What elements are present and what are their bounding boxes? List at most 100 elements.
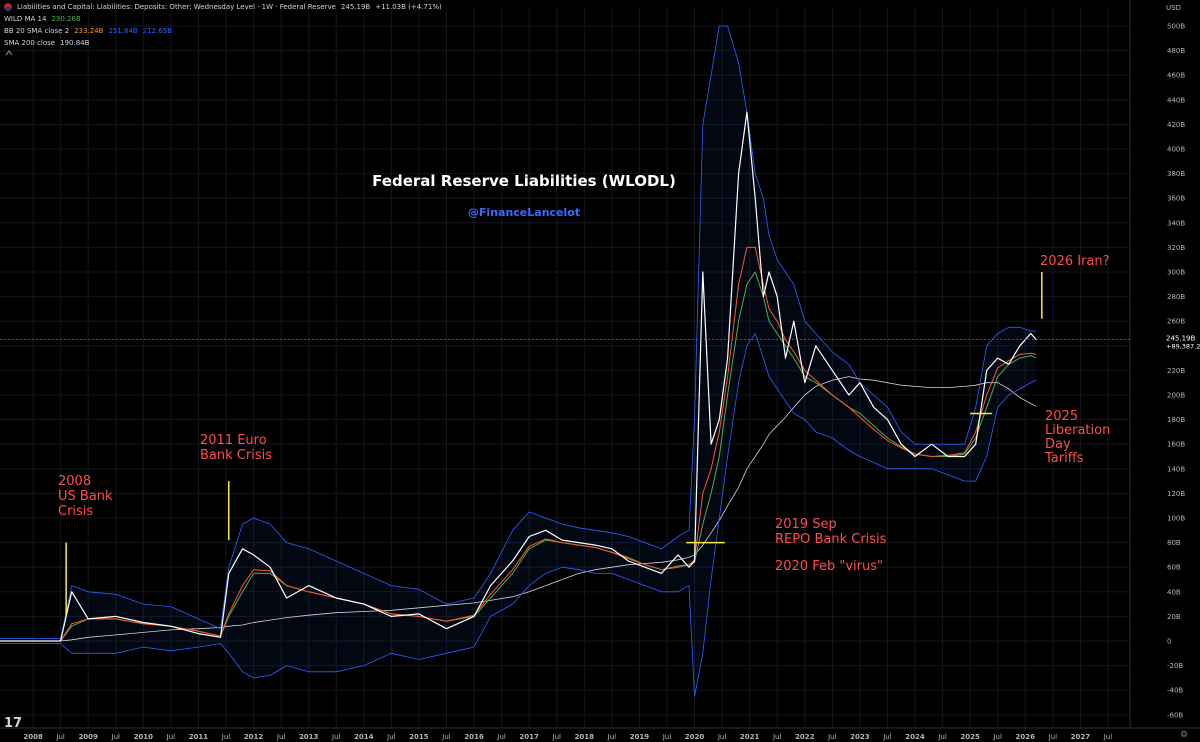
annotation-label: 2026 Iran? — [1040, 254, 1110, 269]
indicator-row[interactable]: WILD MA 14 230.26B — [4, 15, 86, 23]
time-tick-label: Jul — [55, 733, 65, 741]
series-title: Liabilities and Capital: Liabilities: De… — [17, 3, 336, 11]
indicator-value: 212.65B — [142, 27, 173, 35]
last-change-text: +89,387.23% — [1166, 343, 1200, 351]
time-tick-label: Jul — [992, 733, 1002, 741]
time-tick-label: 2025 — [960, 733, 980, 741]
time-tick-label: 2010 — [134, 733, 154, 741]
annotation-label: 2011 Euro Bank Crisis — [200, 433, 272, 463]
series-legend-row[interactable]: Liabilities and Capital: Liabilities: De… — [4, 3, 447, 11]
time-tick-label: 2015 — [409, 733, 429, 741]
price-tick-label: 200B — [1167, 392, 1185, 400]
time-tick-label: 2008 — [23, 733, 43, 741]
indicator-row[interactable]: SMA 200 close 190.84B — [4, 39, 94, 47]
annotation-line: 2025 — [1045, 409, 1078, 424]
time-tick-label: Jul — [662, 733, 672, 741]
time-tick-label: 2011 — [189, 733, 209, 741]
time-tick-label: Jul — [772, 733, 782, 741]
annotation-line: 2019 Sep — [775, 517, 837, 532]
price-tick-label: 40B — [1167, 588, 1181, 596]
band-fill — [0, 26, 1037, 697]
time-tick-label: 2018 — [575, 733, 595, 741]
price-tick-label: 380B — [1167, 170, 1185, 178]
time-tick-label: 2027 — [1071, 733, 1091, 741]
indicator-row[interactable]: BB 20 SMA close 2 233.24B 251.84B 212.65B — [4, 27, 177, 35]
price-tick-label: 140B — [1167, 465, 1185, 473]
time-tick-label: Jul — [221, 733, 231, 741]
bollinger-band-fill — [0, 26, 1037, 697]
price-tick-label: 120B — [1167, 490, 1185, 498]
time-axis[interactable]: 2008 Jul 2009 Jul 2010 Jul 2011 Jul 2012 Jul 2013 J… — [0, 727, 1200, 741]
last-value-text: 245.19B — [1166, 335, 1195, 343]
time-tick-label: Jul — [496, 733, 506, 741]
settings-gear-icon[interactable]: ⚙ — [1180, 729, 1189, 739]
series-last-value: 245.19B — [340, 3, 371, 11]
price-tick-label: 460B — [1167, 72, 1185, 80]
annotation-label: 2020 Feb "virus" — [775, 559, 883, 574]
bb-basis-line — [0, 246, 1037, 642]
price-tick-label: 500B — [1167, 23, 1185, 31]
time-tick-label: 2021 — [740, 733, 760, 741]
sma200-line — [0, 376, 1037, 642]
price-tick-label: 0 — [1167, 638, 1171, 646]
indicator-value: 251.84B — [108, 27, 138, 35]
series-change: +11.03B (+4.71%) — [375, 3, 442, 11]
indicator-value: 190.84B — [60, 39, 90, 47]
indicator-label: SMA 200 close — [4, 39, 56, 47]
annotation-line: Tariffs — [1044, 451, 1084, 466]
time-tick-label: 2023 — [850, 733, 870, 741]
price-tick-label: 160B — [1167, 441, 1185, 449]
bb-upper-line — [0, 25, 1037, 639]
price-tick-label: 80B — [1167, 539, 1181, 547]
annotation-label: 2008 US Bank Crisis — [58, 474, 113, 519]
annotation-label: 2025 Liberation Day Tariffs — [1044, 409, 1110, 466]
time-tick-label: 2009 — [78, 733, 98, 741]
price-tick-label: 320B — [1167, 244, 1185, 252]
price-tick-label: 20B — [1167, 613, 1181, 621]
price-tick-label: 60B — [1167, 564, 1181, 572]
time-tick-label: 2017 — [519, 733, 539, 741]
price-tick-label: 280B — [1167, 293, 1185, 301]
legend-header: Liabilities and Capital: Liabilities: De… — [0, 0, 1130, 64]
indicator-label: BB 20 SMA close 2 — [4, 27, 70, 35]
annotation-line: 2020 Feb "virus" — [775, 559, 883, 574]
price-tick-label: 360B — [1167, 195, 1185, 203]
annotation-line: Crisis — [58, 504, 93, 519]
indicator-label: WILD MA 14 — [4, 15, 47, 23]
time-tick-label: 2026 — [1016, 733, 1036, 741]
time-tick-label: Jul — [386, 733, 396, 741]
time-tick-label: Jul — [552, 733, 562, 741]
time-tick-label: Jul — [827, 733, 837, 741]
time-tick-label: Jul — [717, 733, 727, 741]
annotation-line: Bank Crisis — [200, 448, 272, 463]
bb-lower-line — [0, 333, 1037, 697]
annotation-line: 2008 — [58, 474, 91, 489]
time-tick-label: 2022 — [795, 733, 815, 741]
tradingview-logo[interactable]: 17 — [4, 716, 23, 731]
price-tick-label: -20B — [1167, 662, 1183, 670]
time-tick-label: Jul — [607, 733, 617, 741]
titles: Federal Reserve Liabilities (WLODL) @Fin… — [372, 172, 676, 219]
price-tick-label: 260B — [1167, 318, 1185, 326]
time-tick-label: 2014 — [354, 733, 374, 741]
annotation-line: 2011 Euro — [200, 433, 267, 448]
annotation-line: REPO Bank Crisis — [775, 532, 887, 547]
us-flag-icon — [4, 3, 12, 11]
price-tick-label: 180B — [1167, 416, 1185, 424]
price-tick-label: 420B — [1167, 121, 1185, 129]
chart-title: Federal Reserve Liabilities (WLODL) — [372, 172, 676, 190]
price-tick-label: 340B — [1167, 219, 1185, 227]
indicator-value: 230.26B — [51, 15, 81, 23]
price-tick-label: -60B — [1167, 711, 1183, 719]
annotation-line: US Bank — [58, 489, 113, 504]
collapse-legend-icon[interactable] — [5, 50, 13, 56]
indicator-value: 233.24B — [74, 27, 104, 35]
time-tick-label: 2016 — [464, 733, 484, 741]
series-lines — [0, 25, 1037, 697]
time-tick-label: 2012 — [244, 733, 264, 741]
price-tick-label: 300B — [1167, 269, 1185, 277]
